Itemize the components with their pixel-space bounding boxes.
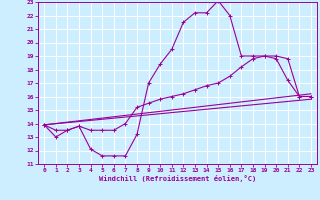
X-axis label: Windchill (Refroidissement éolien,°C): Windchill (Refroidissement éolien,°C) <box>99 175 256 182</box>
